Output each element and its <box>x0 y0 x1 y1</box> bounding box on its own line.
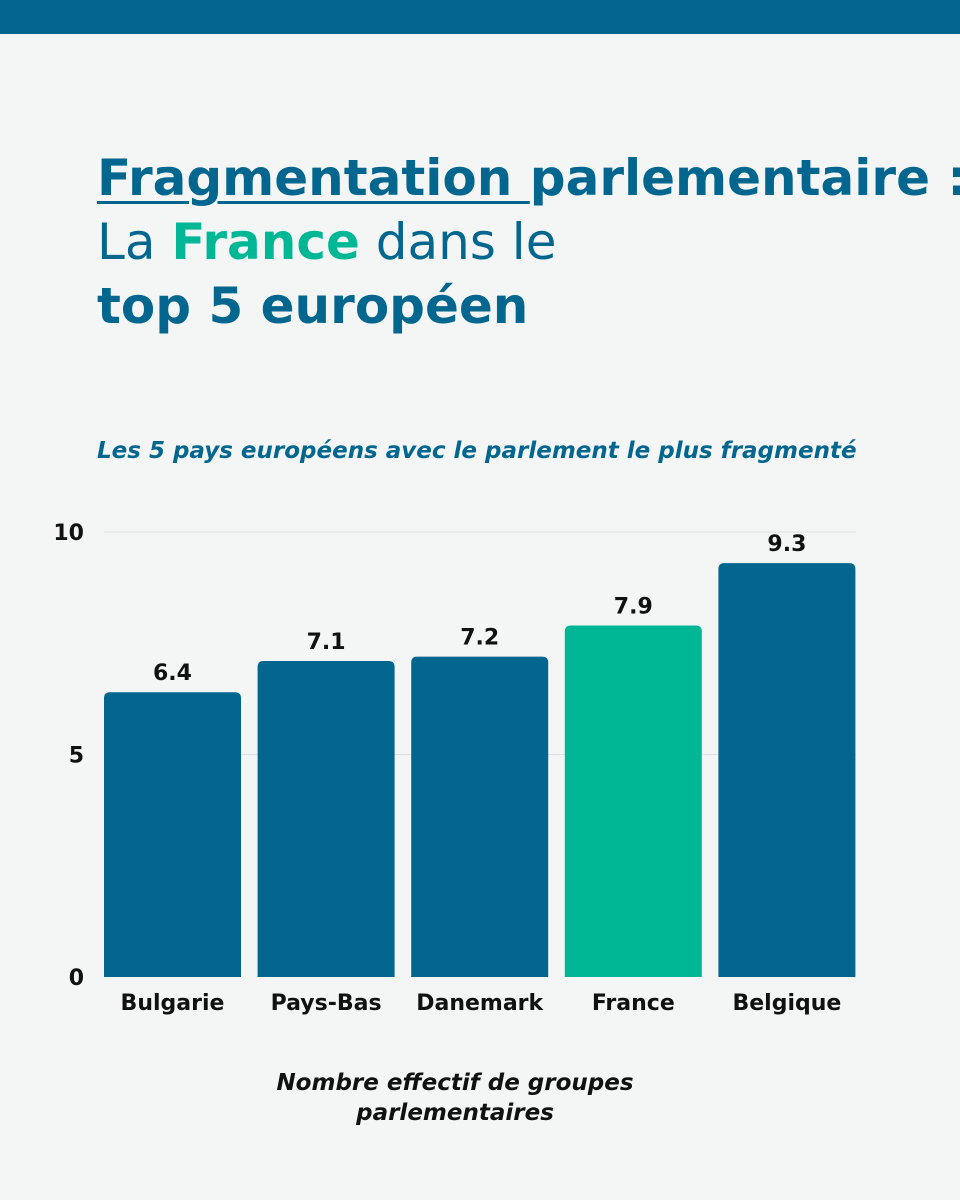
bar-value-label: 9.3 <box>767 532 806 557</box>
x-axis-label: Nombre effectif de groupes parlementaire… <box>276 1070 634 1126</box>
chart-bars <box>104 563 856 977</box>
bar-value-label: 7.9 <box>614 594 653 619</box>
title-prefix: La <box>97 213 172 271</box>
bar-chart: 0 5 10 6.4 7.1 7.2 7.9 9.3 Bulgarie Pays-Bas Dan… <box>53 521 856 1016</box>
title-line-1: Fragmentation parlementaire : <box>97 146 960 210</box>
bar-pays-bas <box>257 661 395 977</box>
title-underlined-word: Fragmentation <box>97 149 530 207</box>
y-tick-label: 5 <box>69 744 84 769</box>
bar-value-label: 7.1 <box>307 630 346 655</box>
bar-danemark <box>411 656 549 977</box>
x-tick-label: Belgique <box>732 991 841 1016</box>
page-title: Fragmentation parlementaire : La France … <box>97 146 960 338</box>
x-axis-ticks: Bulgarie Pays-Bas Danemark France Belgique <box>121 991 842 1016</box>
bar-bulgarie <box>104 692 241 977</box>
bar-value-labels: 6.4 7.1 7.2 7.9 9.3 <box>153 532 806 686</box>
title-suffix: dans le <box>359 213 557 271</box>
x-tick-label: Danemark <box>416 991 544 1016</box>
bar-france <box>564 625 702 977</box>
bar-value-label: 7.2 <box>460 626 499 651</box>
y-axis-ticks: 0 5 10 <box>53 521 84 991</box>
bar-belgique <box>718 563 856 977</box>
x-tick-label: Bulgarie <box>121 991 225 1016</box>
y-tick-label: 10 <box>53 521 84 546</box>
y-tick-label: 0 <box>69 966 84 991</box>
title-line-2: La France dans le <box>97 210 927 274</box>
title-word-parlementaire: parlementaire : <box>529 149 960 207</box>
x-tick-label: France <box>592 991 675 1016</box>
x-tick-label: Pays-Bas <box>271 991 382 1016</box>
chart-subtitle: Les 5 pays européens avec le parlement l… <box>97 438 857 464</box>
top-banner <box>0 0 960 34</box>
title-line-3: top 5 européen <box>97 277 529 335</box>
title-highlight-france: France <box>171 213 360 271</box>
bar-value-label: 6.4 <box>153 661 192 686</box>
